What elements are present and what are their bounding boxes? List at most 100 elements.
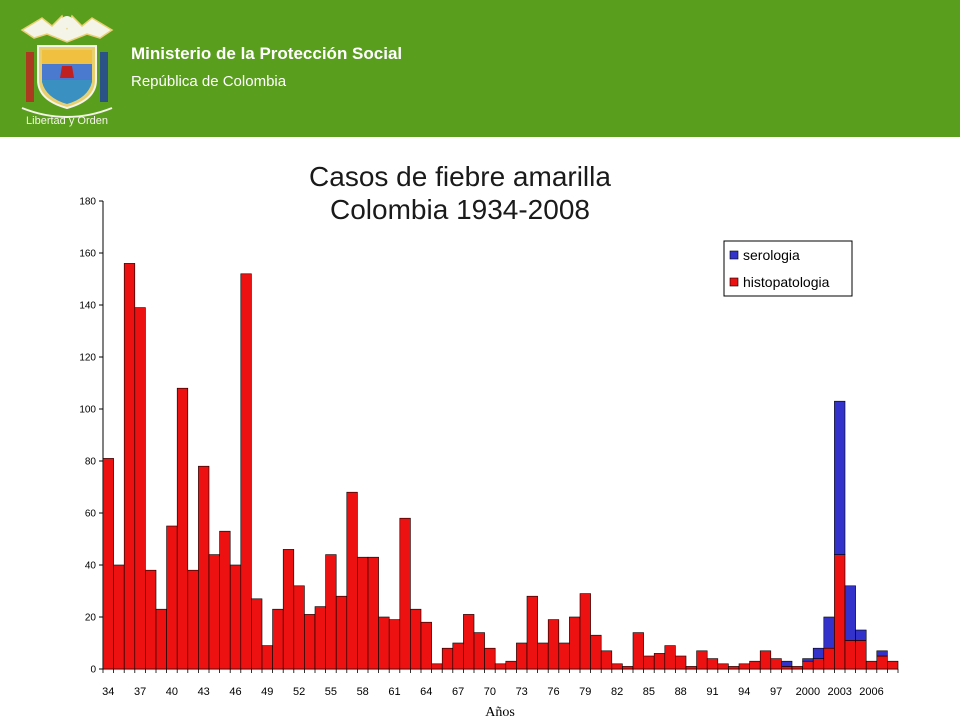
y-tick-label: 100 xyxy=(79,405,96,416)
header-banner: Libertad y Orden Ministerio de la Protec… xyxy=(0,0,960,137)
legend-label-histopatologia: histopatologia xyxy=(743,274,830,290)
bar-serologia xyxy=(802,658,814,662)
bar-histopatologia xyxy=(781,666,793,670)
chart-title: Casos de fiebre amarilla Colombia 1934-2… xyxy=(210,160,710,226)
bar-histopatologia xyxy=(314,606,326,670)
bar-serologia xyxy=(781,660,793,667)
bar-histopatologia xyxy=(812,658,825,670)
bar-histopatologia xyxy=(569,616,581,670)
bar-histopatologia xyxy=(123,263,136,670)
bar-histopatologia xyxy=(632,632,644,670)
bar-histopatologia xyxy=(759,650,772,670)
bar-histopatologia xyxy=(834,554,846,670)
x-tick-label: 37 xyxy=(134,686,146,698)
x-tick-label: 85 xyxy=(643,686,655,698)
bar-histopatologia xyxy=(335,595,348,670)
bar-histopatologia xyxy=(685,666,697,670)
bar-histopatologia xyxy=(558,642,570,670)
bar-serologia xyxy=(876,650,888,657)
bar-histopatologia xyxy=(791,666,803,670)
bar-histopatologia xyxy=(643,655,655,670)
bar-histopatologia xyxy=(494,663,507,670)
bar-histopatologia xyxy=(261,645,273,670)
bar-histopatologia xyxy=(770,658,782,670)
x-tick-label: 43 xyxy=(198,686,210,698)
bar-histopatologia xyxy=(367,556,379,670)
bar-histopatologia xyxy=(145,569,157,670)
bar-histopatologia xyxy=(431,663,443,670)
bar-histopatologia xyxy=(717,663,729,670)
bar-histopatologia xyxy=(653,653,666,670)
x-tick-label: 49 xyxy=(261,686,273,698)
bar-histopatologia xyxy=(251,598,263,670)
x-tick-label: 61 xyxy=(388,686,400,698)
bar-histopatologia xyxy=(696,650,708,670)
bar-histopatologia xyxy=(706,658,719,670)
chart-title-line2: Colombia 1934-2008 xyxy=(330,194,590,225)
bar-histopatologia xyxy=(176,387,189,670)
bar-histopatologia xyxy=(304,614,316,670)
bar-histopatologia xyxy=(675,655,687,670)
y-tick-label: 120 xyxy=(79,353,96,364)
bar-histopatologia xyxy=(113,564,125,670)
bar-histopatologia xyxy=(198,465,210,670)
x-tick-label: 55 xyxy=(325,686,337,698)
y-tick-label: 160 xyxy=(79,249,96,260)
bar-histopatologia xyxy=(187,569,199,670)
bar-histopatologia xyxy=(579,593,591,670)
bar-histopatologia xyxy=(590,634,602,670)
bar-histopatologia xyxy=(876,655,888,670)
bar-histopatologia xyxy=(420,621,432,670)
legend-swatch-serologia xyxy=(729,250,739,260)
bar-histopatologia xyxy=(293,585,305,670)
bar-serologia xyxy=(812,647,825,659)
bar-histopatologia xyxy=(865,660,878,670)
bar-histopatologia xyxy=(728,666,740,670)
x-tick-label: 46 xyxy=(229,686,241,698)
x-tick-label: 67 xyxy=(452,686,464,698)
x-axis-title: Años xyxy=(485,705,515,720)
bar-histopatologia xyxy=(547,619,560,670)
bar-histopatologia xyxy=(802,660,814,670)
bar-histopatologia xyxy=(208,554,220,670)
bar-histopatologia xyxy=(441,647,454,670)
x-tick-label: 34 xyxy=(102,686,114,698)
bar-histopatologia xyxy=(855,640,867,670)
bar-histopatologia xyxy=(229,564,242,670)
bar-histopatologia xyxy=(505,660,517,670)
bar-histopatologia xyxy=(887,660,899,670)
crest-motto: Libertad y Orden xyxy=(26,115,108,127)
bar-histopatologia xyxy=(219,530,231,670)
y-tick-label: 80 xyxy=(85,457,97,468)
bar-histopatologia xyxy=(484,647,496,670)
bar-histopatologia xyxy=(844,640,856,670)
bar-histopatologia xyxy=(516,642,528,670)
bar-serologia xyxy=(855,629,867,641)
x-tick-label: 64 xyxy=(420,686,432,698)
bar-histopatologia xyxy=(240,273,252,670)
bar-histopatologia xyxy=(166,525,178,670)
legend-label-serologia: serologia xyxy=(743,247,800,263)
org-name: Ministerio de la Protección Social xyxy=(131,44,403,63)
y-tick-label: 20 xyxy=(85,613,97,624)
y-tick-label: 0 xyxy=(90,665,96,676)
x-tick-label: 58 xyxy=(357,686,369,698)
y-tick-label: 40 xyxy=(85,561,97,572)
x-tick-label: 40 xyxy=(166,686,178,698)
x-tick-label: 2000 xyxy=(796,686,820,698)
bar-histopatologia xyxy=(749,660,761,670)
x-tick-label: 2003 xyxy=(827,686,851,698)
coat-of-arms-icon: Libertad y Orden xyxy=(20,14,114,127)
bar-histopatologia xyxy=(155,608,167,670)
x-tick-label: 76 xyxy=(547,686,559,698)
bar-histopatologia xyxy=(738,663,750,670)
legend-box xyxy=(723,240,853,297)
bar-histopatologia xyxy=(410,608,422,670)
bar-histopatologia xyxy=(600,650,613,670)
bar-serologia xyxy=(844,585,856,641)
bar-histopatologia xyxy=(622,666,634,670)
bar-histopatologia xyxy=(388,619,401,670)
bar-serologia xyxy=(823,616,835,649)
y-tick-label: 180 xyxy=(79,197,96,208)
